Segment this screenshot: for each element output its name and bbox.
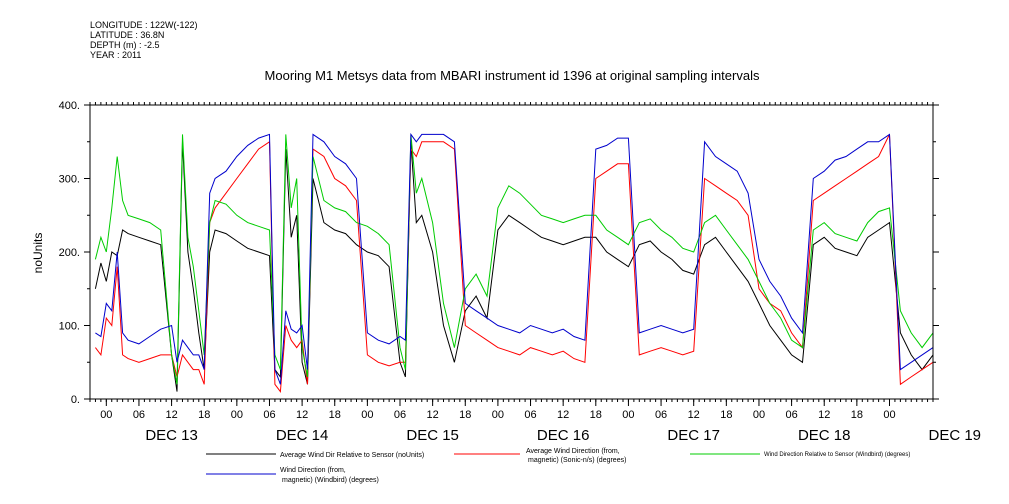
x-tick-label: 18 (329, 409, 341, 421)
x-tick-label: 06 (785, 409, 797, 421)
year-text: YEAR : 2011 (90, 50, 142, 60)
legend-label-blue-2: magnetic) (Windbird) (degrees) (282, 477, 379, 484)
x-tick-label: 00 (100, 409, 112, 421)
y-tick-label: 300. (59, 174, 80, 186)
x-tick-label: 18 (198, 409, 210, 421)
x-tick-label: 06 (655, 409, 667, 421)
x-day-label: DEC 14 (276, 427, 329, 444)
x-tick-label: 12 (296, 409, 308, 421)
legend-label-red-1: Average Wind Direction (from, (526, 448, 620, 455)
series-layer (94, 132, 934, 393)
y-tick-label: 0. (71, 394, 80, 406)
metadata-block: LONGITUDE : 122W(-122) LATITUDE : 36.8N … (90, 20, 198, 60)
x-tick-label: 12 (557, 409, 569, 421)
x-tick-label: 06 (394, 409, 406, 421)
x-tick-label: 12 (688, 409, 700, 421)
x-tick-label: 18 (851, 409, 863, 421)
longitude-text: LONGITUDE : 122W(-122) (90, 20, 198, 30)
x-tick-label: 00 (492, 409, 504, 421)
x-day-label: DEC 15 (406, 427, 459, 444)
x-tick-label: 06 (133, 409, 145, 421)
x-tick-label: 18 (720, 409, 732, 421)
legend-label-green: Wind Direction Relative to Sensor (Windb… (764, 452, 910, 458)
x-tick-label: 18 (459, 409, 471, 421)
x-tick-label: 00 (622, 409, 634, 421)
x-day-label: DEC 16 (537, 427, 590, 444)
x-tick-label: 12 (818, 409, 830, 421)
legend: Average Wind Dir Relative to Sensor (noU… (206, 448, 910, 484)
series-line-black (94, 141, 934, 392)
legend-label-blue-1: Wind Direction (from, (280, 467, 346, 474)
latitude-text: LATITUDE : 36.8N (90, 30, 165, 40)
x-tick-label: 00 (883, 409, 895, 421)
x-tick-label: 06 (524, 409, 536, 421)
x-day-label: DEC 17 (667, 427, 720, 444)
x-tick-label: 00 (753, 409, 765, 421)
y-tick-label: 100. (59, 321, 80, 333)
series-line-blue (95, 132, 934, 385)
chart-title: Mooring M1 Metsys data from MBARI instru… (265, 68, 760, 83)
y-tick-label: 200. (59, 247, 80, 259)
x-tick-label: 00 (361, 409, 373, 421)
legend-label-black: Average Wind Dir Relative to Sensor (noU… (280, 452, 424, 459)
depth-text: DEPTH (m) : -2.5 (90, 40, 160, 50)
x-day-label: DEC 19 (928, 427, 981, 444)
axis-layer: 00 06 12 18 00 06 12 18 00 06 12 18 00 06 12 18 00 06 12 18… (59, 100, 981, 444)
y-tick-label: 400. (59, 100, 80, 112)
series-line-green (94, 134, 934, 385)
y-axis-label: noUnits (31, 233, 45, 274)
legend-label-red-2: magnetic) (Sonic-n/s) (degrees) (528, 457, 626, 464)
plot-frame (89, 104, 934, 400)
x-tick-label: 00 (231, 409, 243, 421)
x-day-label: DEC 18 (798, 427, 851, 444)
x-tick-label: 12 (165, 409, 177, 421)
x-tick-label: 06 (263, 409, 275, 421)
x-tick-label: 18 (590, 409, 602, 421)
x-day-label: DEC 13 (145, 427, 198, 444)
x-tick-label: 12 (427, 409, 439, 421)
